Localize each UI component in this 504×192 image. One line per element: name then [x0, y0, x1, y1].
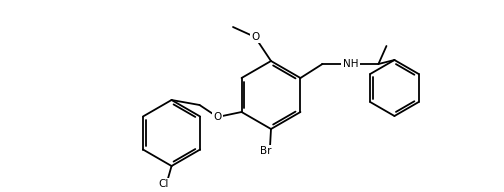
Text: O: O — [251, 32, 259, 42]
Text: Cl: Cl — [158, 179, 169, 189]
Text: Br: Br — [260, 146, 272, 156]
Text: NH: NH — [343, 59, 358, 69]
Text: O: O — [213, 112, 222, 122]
